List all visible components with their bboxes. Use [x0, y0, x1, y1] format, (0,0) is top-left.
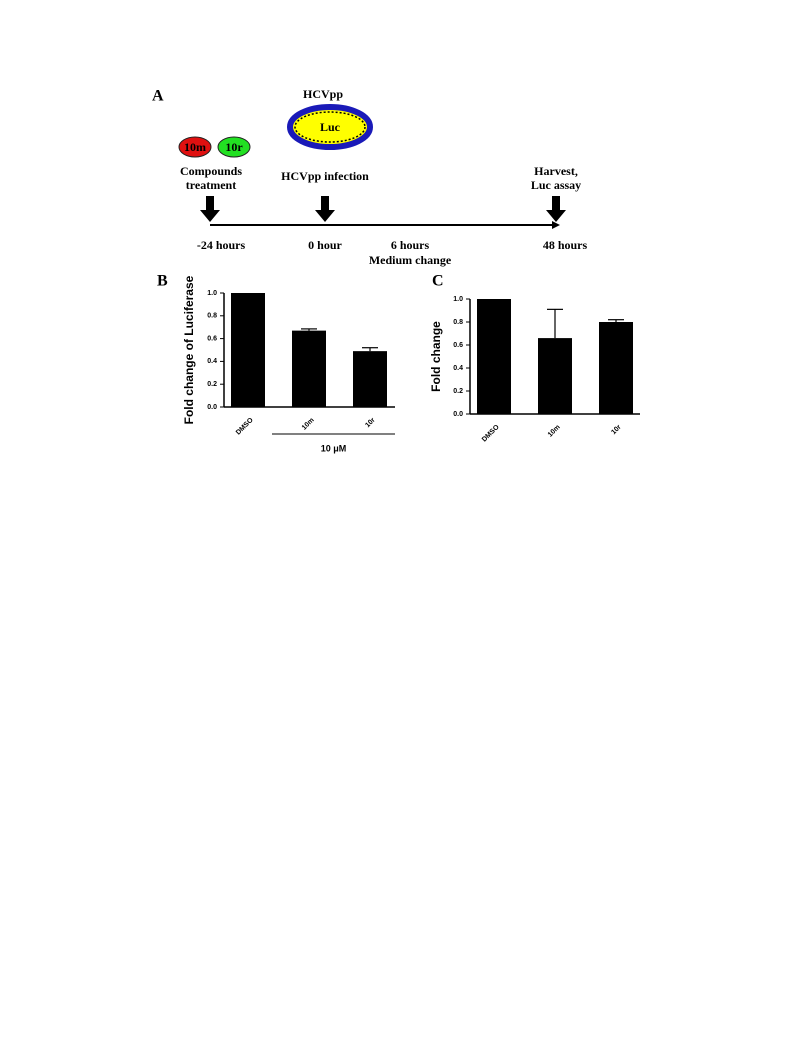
y-tick-label: 0.4 [453, 365, 463, 372]
reporter-label: Luc [320, 120, 341, 134]
bar [477, 299, 511, 414]
time-note: Medium change [369, 253, 452, 267]
y-tick-label: 0.6 [453, 342, 463, 349]
step-label: treatment [186, 178, 236, 192]
y-tick-label: 1.0 [207, 290, 217, 297]
x-tick-label: 10m [547, 424, 562, 439]
y-tick-label: 0.0 [207, 404, 217, 411]
group-label: 10 μM [321, 443, 347, 453]
y-tick-label: 0.8 [453, 319, 463, 326]
x-tick-label: DMSO [481, 423, 501, 443]
y-axis-label: Fold change of Luciferase [182, 275, 196, 424]
bar [231, 293, 265, 407]
arrows [200, 196, 566, 229]
error-bar [301, 328, 317, 331]
arrow [546, 196, 566, 222]
y-tick-label: 0.4 [207, 358, 217, 365]
bar [538, 338, 572, 414]
chart: B Fold change of Luciferase 0.0 0.2 0.4 0.6 0.… [157, 273, 395, 453]
y-tick-label: 0.8 [207, 313, 217, 320]
step-label: Harvest, [534, 164, 578, 178]
error-bar [608, 319, 624, 322]
arrow [200, 196, 220, 222]
x-tick-label: 10r [610, 424, 623, 437]
bar [292, 330, 326, 407]
y-tick-label: 0.2 [207, 381, 217, 388]
error-bar [362, 347, 378, 352]
compound [217, 136, 251, 158]
compound-label: 10m [184, 140, 206, 154]
time-label: 48 hours [543, 238, 588, 252]
y-tick-label: 1.0 [453, 296, 463, 303]
bar [353, 351, 387, 407]
bar [599, 322, 633, 414]
x-tick-label: 10r [364, 417, 377, 430]
step-label: Luc assay [531, 178, 581, 192]
y-axis-label: Fold change [429, 321, 443, 392]
panel-label: B [157, 273, 168, 290]
error-bar [547, 308, 563, 339]
virus-label: HCVpp [303, 87, 343, 101]
step-label: Compounds [180, 164, 242, 178]
arrow [315, 196, 335, 222]
y-tick-label: 0.0 [453, 411, 463, 418]
panel-label: A [152, 88, 164, 105]
time-label: 6 hours [391, 238, 430, 252]
time-label: 0 hour [308, 238, 342, 252]
step-label: HCVpp infection [281, 169, 369, 183]
panel-a: A HCVpp Luc 10m 10r Compounds treatment … [152, 87, 588, 267]
chart: C Fold change 0.0 0.2 0.4 0.6 0.8 1.0 DMSO 10m 10r [429, 273, 640, 444]
timeline-head [552, 221, 560, 229]
y-tick-label: 0.6 [207, 335, 217, 342]
compound [178, 136, 212, 158]
compound-label: 10r [225, 140, 243, 154]
y-tick-label: 0.2 [453, 388, 463, 395]
virus-membrane [294, 111, 366, 143]
x-tick-label: 10m [301, 417, 316, 432]
panel-label: C [432, 273, 444, 290]
virus-particle [287, 104, 373, 150]
x-tick-label: DMSO [235, 416, 255, 436]
time-label: -24 hours [197, 238, 246, 252]
